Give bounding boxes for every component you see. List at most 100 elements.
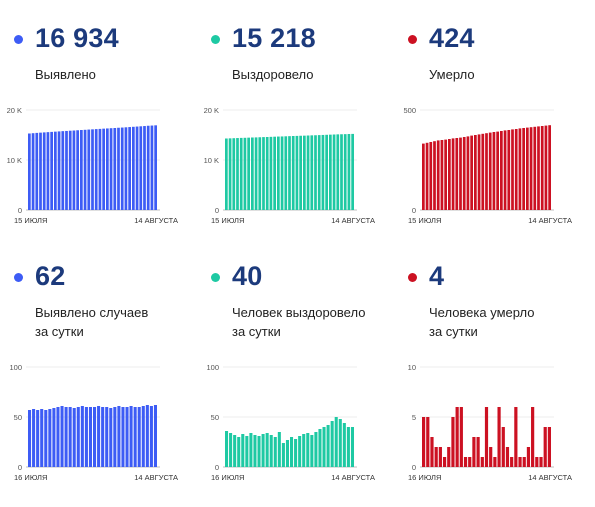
bar: [291, 136, 295, 210]
bar: [42, 132, 46, 210]
bar: [340, 134, 343, 210]
bar: [228, 138, 232, 210]
bar: [539, 457, 543, 467]
bar: [237, 437, 241, 467]
bar: [511, 129, 514, 210]
bar: [254, 137, 258, 210]
bar: [229, 433, 233, 467]
stat-label-line-2: за сутки: [35, 324, 84, 339]
bar: [451, 138, 455, 210]
series-dot-icon: [211, 35, 220, 44]
bar: [531, 407, 535, 467]
x-start-label: 16 ИЮЛЯ: [211, 473, 244, 482]
bar: [288, 136, 291, 210]
bar: [72, 408, 76, 467]
stat-value: 62: [35, 261, 66, 291]
bar: [455, 138, 459, 210]
bar: [489, 447, 493, 467]
bar: [80, 130, 83, 210]
bar: [149, 406, 153, 467]
bar: [129, 406, 133, 467]
bar: [497, 407, 501, 467]
bar: [485, 133, 488, 210]
bar: [277, 432, 281, 467]
bar: [314, 135, 317, 210]
panel-deaths-daily: 4 Человека умерло за сутки 0 5 10 16 ИЮЛЯ 14…: [394, 255, 584, 505]
bar: [343, 134, 347, 210]
bar: [236, 138, 239, 210]
bar: [135, 126, 139, 210]
bar: [448, 139, 451, 210]
series-dot-icon: [408, 273, 417, 282]
bar: [32, 409, 36, 467]
bar: [28, 410, 32, 467]
bar: [257, 436, 261, 467]
bar: [302, 434, 306, 467]
bar: [329, 134, 332, 210]
y-tick-label: 0: [412, 463, 416, 472]
bar: [106, 128, 109, 210]
bar: [65, 130, 68, 210]
bar: [318, 429, 322, 467]
bar: [225, 138, 228, 210]
bar: [548, 125, 551, 210]
bar: [533, 126, 537, 210]
bar: [277, 136, 280, 210]
bar: [433, 141, 436, 210]
bar: [306, 433, 310, 467]
bar: [455, 407, 459, 467]
bar: [290, 437, 294, 467]
bar: [503, 130, 507, 210]
bar-chart: 0 5 10 16 ИЮЛЯ 14 АВГУСТА: [408, 363, 572, 482]
bar: [507, 130, 511, 210]
stat-value: 15 218: [232, 23, 316, 53]
x-start-label: 16 ИЮЛЯ: [408, 473, 441, 482]
bar: [87, 129, 91, 210]
bar: [253, 435, 257, 467]
stat-label-line-1: Умерло: [429, 67, 475, 82]
bar: [462, 137, 466, 210]
x-end-label: 14 АВГУСТА: [134, 473, 178, 482]
bar: [310, 435, 314, 467]
bar: [139, 126, 143, 210]
bar: [76, 407, 80, 467]
y-tick-label: 500: [403, 106, 416, 115]
bar: [338, 419, 342, 467]
bar: [314, 432, 318, 467]
series-dot-icon: [211, 273, 220, 282]
bar: [102, 128, 105, 210]
bar: [350, 427, 354, 467]
bar: [141, 406, 145, 467]
bar: [76, 130, 79, 210]
bar: [547, 427, 551, 467]
bar: [68, 407, 72, 467]
bar: [105, 407, 109, 467]
bar: [150, 125, 154, 210]
x-end-label: 14 АВГУСТА: [331, 473, 375, 482]
x-end-label: 14 АВГУСТА: [331, 216, 375, 225]
bar: [35, 132, 39, 210]
bar: [281, 443, 285, 467]
bar: [436, 140, 440, 210]
bar: [526, 447, 531, 467]
bar: [40, 409, 44, 467]
bar-chart: 0 50 100 16 ИЮЛЯ 14 АВГУСТА: [206, 363, 375, 482]
stat-label-line-1: Человек выздоровело: [232, 305, 366, 320]
bar: [488, 132, 492, 210]
bar: [317, 135, 321, 210]
series-dot-icon: [408, 35, 417, 44]
stat-label-line-1: Выявлено: [35, 67, 96, 82]
bar: [262, 137, 265, 210]
bar-chart: 0 10 K 20 K 15 ИЮЛЯ 14 АВГУСТА: [7, 106, 178, 225]
bar: [72, 130, 76, 210]
bar: [93, 407, 97, 467]
bar: [239, 137, 243, 210]
bar: [68, 130, 72, 210]
bar: [57, 131, 61, 210]
bar: [346, 427, 350, 467]
y-tick-label: 0: [18, 206, 22, 215]
bar: [113, 407, 117, 467]
bar: [31, 133, 35, 210]
y-tick-label: 0: [18, 463, 22, 472]
bar: [451, 417, 455, 467]
